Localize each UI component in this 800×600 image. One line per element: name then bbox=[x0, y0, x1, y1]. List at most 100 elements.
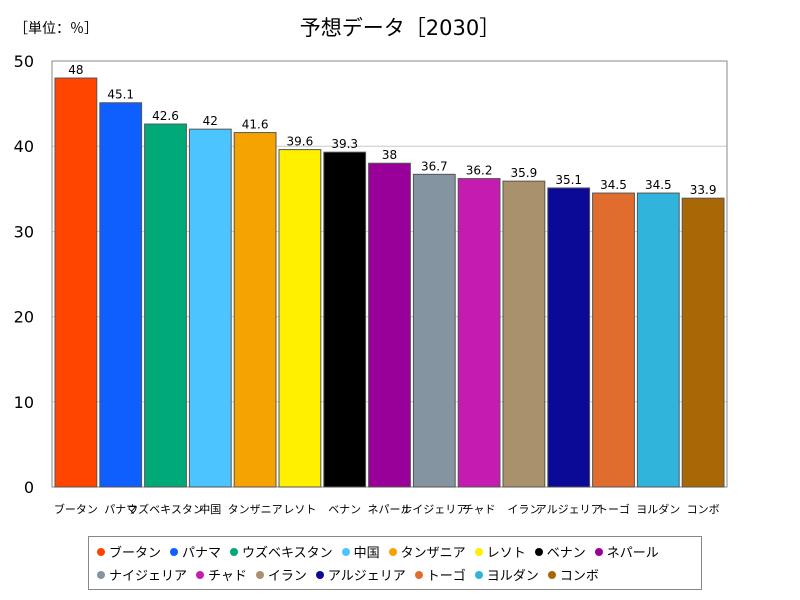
bar bbox=[457, 178, 501, 488]
x-category-label: パナマ bbox=[104, 503, 137, 516]
legend-item-label: ウズベキスタン bbox=[242, 546, 333, 561]
legend-item: レソト bbox=[474, 540, 526, 563]
x-category-label: ナイジェリア bbox=[401, 503, 467, 516]
legend-color-dot bbox=[534, 547, 543, 556]
legend-item-label: コンボ bbox=[559, 569, 599, 584]
legend-color-dot bbox=[594, 547, 603, 556]
legend-item: パナマ bbox=[170, 540, 221, 563]
legend-item: アルジェリア bbox=[315, 563, 406, 586]
legend-item-label: アルジェリア bbox=[327, 569, 406, 584]
legend-item-label: トーゴ bbox=[426, 569, 466, 584]
y-tick-label: 50 bbox=[14, 52, 34, 71]
x-category-label: 中国 bbox=[199, 503, 221, 516]
x-category-label: ヨルダン bbox=[636, 502, 680, 516]
legend-color-dot bbox=[315, 570, 324, 579]
legend-item-label: ベナン bbox=[546, 546, 586, 561]
bar bbox=[233, 132, 277, 488]
legend-color-dot bbox=[230, 547, 239, 556]
bar bbox=[144, 123, 187, 488]
legend-item-label: レソト bbox=[486, 546, 526, 561]
bar bbox=[54, 77, 98, 488]
x-category-label: ネパール bbox=[368, 503, 412, 516]
legend-color-dot bbox=[97, 547, 105, 556]
bar-value-label: 34.5 bbox=[600, 178, 627, 192]
legend-item: ヨルダン bbox=[474, 563, 539, 586]
bar-value-label: 48 bbox=[68, 63, 83, 77]
legend-item: ベナン bbox=[534, 540, 586, 563]
legend-item: ネパール bbox=[594, 540, 659, 563]
legend-item-label: 中国 bbox=[353, 546, 380, 561]
bar bbox=[636, 192, 680, 488]
x-category-label: タンザニア bbox=[228, 503, 283, 516]
bar-value-label: 36.7 bbox=[421, 159, 448, 173]
legend-color-dot bbox=[474, 570, 483, 579]
legend-item-label: イラン bbox=[267, 569, 307, 584]
y-tick-label: 30 bbox=[14, 222, 34, 241]
legend-color-dot bbox=[170, 547, 179, 556]
x-category-label: アルジェリア bbox=[536, 503, 602, 516]
bars bbox=[54, 77, 725, 488]
legend-color-dot bbox=[97, 570, 105, 579]
legend-item: 中国 bbox=[341, 540, 380, 563]
legend-item-label: ナイジェリア bbox=[109, 569, 188, 584]
bar bbox=[547, 187, 591, 488]
value-labels: 48 45.1 42.6 42 41.6 39.6 39.3 38 36.7 36.2 35.9 35… bbox=[68, 63, 716, 197]
x-category-label: ウズベキスタン bbox=[127, 502, 204, 516]
legend-item-label: ネパール bbox=[606, 546, 659, 561]
bar-value-label: 35.9 bbox=[511, 166, 538, 180]
x-category-label: チャド bbox=[463, 503, 496, 516]
legend-color-dot bbox=[547, 570, 556, 579]
legend-item: ウズベキスタン bbox=[230, 540, 333, 563]
bar bbox=[368, 162, 411, 488]
legend-color-dot bbox=[341, 547, 350, 556]
legend-item: イラン bbox=[255, 563, 307, 586]
x-category-label: トーゴ bbox=[597, 502, 630, 516]
bar bbox=[323, 151, 367, 488]
legend-item: ブータン bbox=[97, 540, 161, 563]
unit-label: ［単位：％］ bbox=[14, 21, 98, 37]
legend-item: トーゴ bbox=[414, 563, 466, 586]
y-tick-label: 0 bbox=[24, 478, 34, 497]
x-category-label: レソト bbox=[283, 503, 316, 516]
bar-value-label: 42 bbox=[203, 114, 218, 128]
y-tick-label: 20 bbox=[14, 308, 34, 327]
x-category-label: ベナン bbox=[328, 503, 361, 516]
legend-item-label: タンザニア bbox=[400, 546, 466, 561]
bar bbox=[412, 173, 456, 488]
legend-item: チャド bbox=[196, 563, 247, 586]
bar-value-label: 36.2 bbox=[466, 164, 493, 178]
bar-value-label: 42.6 bbox=[152, 109, 179, 123]
bar bbox=[592, 192, 635, 488]
bar bbox=[188, 128, 232, 488]
y-axis-ticks: 0 10 20 30 40 50 bbox=[14, 52, 34, 497]
bar-value-label: 39.3 bbox=[331, 137, 358, 151]
bar bbox=[681, 197, 725, 488]
legend-item: コンボ bbox=[547, 563, 599, 586]
bar bbox=[278, 149, 322, 488]
x-category-label: コンボ bbox=[687, 503, 720, 516]
legend-color-dot bbox=[196, 570, 205, 579]
legend-item-label: ブータン bbox=[109, 546, 162, 561]
bar bbox=[99, 102, 143, 488]
x-category-label: イラン bbox=[507, 503, 540, 516]
legend-item: タンザニア bbox=[388, 540, 466, 563]
legend: ブータン パナマ ウズベキスタン 中国 タンザニア レソト ベナン ネパールナイジェリア チャド… bbox=[88, 536, 702, 590]
chart-title: 予想データ［2030］ bbox=[299, 16, 501, 40]
legend-item-label: チャド bbox=[208, 569, 247, 584]
legend-color-dot bbox=[255, 570, 264, 579]
legend-color-dot bbox=[474, 547, 483, 556]
legend-item-label: ヨルダン bbox=[486, 569, 539, 584]
y-tick-label: 40 bbox=[14, 137, 34, 156]
legend-item: ナイジェリア bbox=[97, 563, 187, 586]
bar-value-label: 34.5 bbox=[645, 178, 672, 192]
legend-item-label: パナマ bbox=[182, 546, 222, 561]
bar-value-label: 35.1 bbox=[555, 173, 582, 187]
y-tick-label: 10 bbox=[14, 393, 34, 412]
bar-value-label: 45.1 bbox=[107, 88, 134, 102]
bar-value-label: 33.9 bbox=[690, 183, 717, 197]
x-category-label: ブータン bbox=[54, 502, 98, 516]
bar-value-label: 39.6 bbox=[287, 135, 314, 149]
bar bbox=[502, 180, 546, 488]
